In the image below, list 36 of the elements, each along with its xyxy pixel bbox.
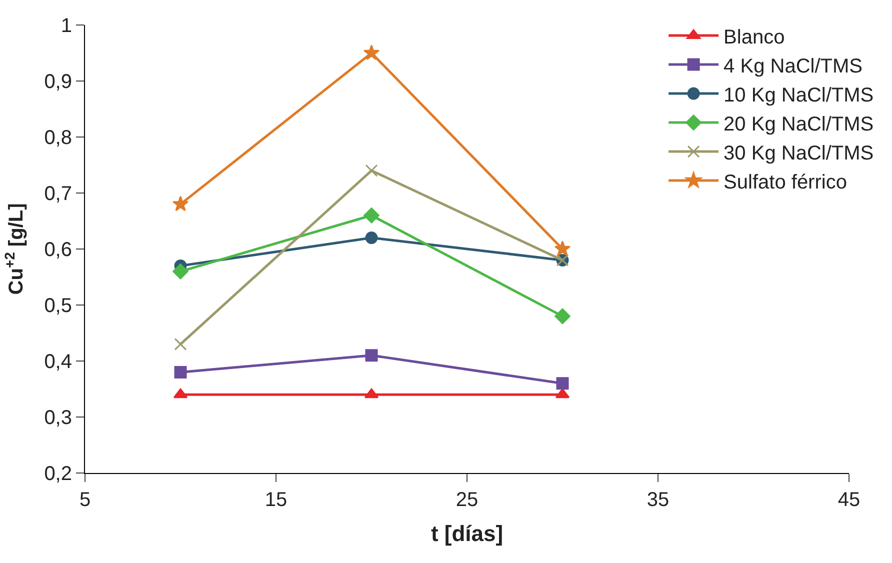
x-tick-label: 15 [264, 489, 288, 511]
point [365, 349, 378, 362]
legend-label: 4 Kg NaCl/TMS [724, 55, 862, 78]
point [554, 240, 571, 256]
point [364, 388, 379, 398]
point [363, 44, 380, 60]
y-tick-label: 1 [60, 15, 72, 37]
y-tick-label: 0,9 [44, 71, 72, 93]
legend-label: 30 Kg NaCl/TMS [724, 142, 874, 164]
y-tick-label: 0,8 [44, 127, 72, 149]
point [174, 366, 187, 378]
y-tick-label: 0,5 [44, 295, 72, 317]
point [173, 388, 188, 398]
x-tick-label: 45 [838, 489, 860, 511]
legend-label: 10 Kg NaCl/TMS [724, 84, 874, 106]
y-tick-label: 0,2 [44, 463, 72, 485]
point [172, 196, 189, 212]
point [365, 232, 378, 244]
y-tick-label: 0,4 [44, 351, 72, 373]
y-tick-label: 0,7 [44, 183, 72, 205]
x-axis-title: t [días] [430, 520, 504, 546]
point [174, 338, 187, 350]
point [554, 308, 570, 324]
x-tick-label: 5 [79, 489, 91, 511]
point [365, 164, 378, 177]
x-tick-label: 35 [646, 489, 670, 511]
x-tick-label: 25 [456, 489, 478, 511]
legend-label: Blanco [724, 26, 785, 48]
y-tick-label: 0,6 [44, 239, 72, 261]
y-tick-label: 0,3 [44, 407, 72, 429]
point [555, 388, 570, 398]
legend-label: 20 Kg NaCl/TMS [724, 113, 874, 136]
point [364, 208, 380, 224]
point [556, 377, 569, 390]
point [172, 264, 188, 280]
legend-label: Sulfato férrico [724, 171, 847, 194]
